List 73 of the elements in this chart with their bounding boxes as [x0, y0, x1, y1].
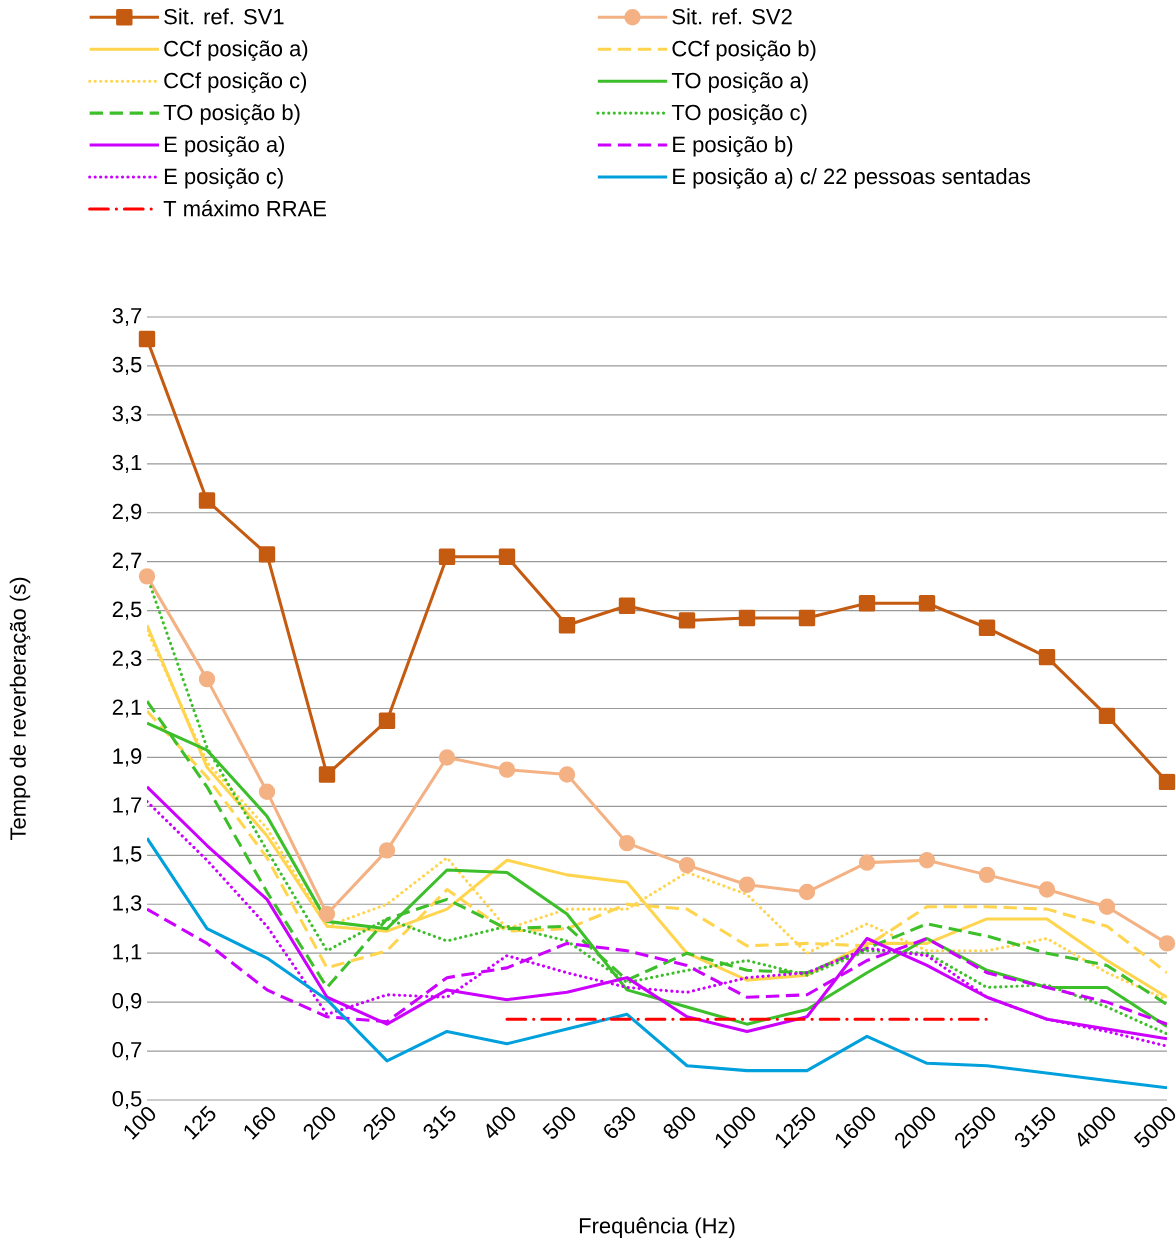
point — [258, 783, 276, 800]
y-tick-label: 1,7 — [113, 797, 142, 816]
y-tick-label: 0,9 — [112, 993, 142, 1012]
point — [738, 876, 756, 893]
x-tick-label: 250 — [363, 1106, 396, 1141]
legend-label: CCf posição a) — [164, 40, 308, 61]
legend-label: T máximo RRAE — [163, 199, 326, 217]
point — [918, 595, 936, 612]
y-axis-title: Tempo de reverberação (s) — [9, 577, 31, 841]
y-tick-label: 1,3 — [113, 895, 142, 914]
point — [198, 492, 216, 509]
point — [858, 595, 876, 612]
y-tick-label: 2,1 — [112, 699, 142, 718]
y-tick-label: 0,7 — [112, 1041, 142, 1061]
point — [678, 612, 696, 629]
point — [378, 842, 396, 859]
y-tick-label: 3,5 — [112, 356, 142, 376]
x-tick-label: 630 — [604, 1106, 636, 1139]
point — [318, 766, 336, 783]
y-tick-label: 2,7 — [112, 552, 142, 571]
x-tick-label: 500 — [542, 1106, 576, 1139]
point — [258, 546, 276, 563]
legend-label: E posição b) — [673, 136, 793, 157]
y-tick-label: 1,1 — [113, 944, 142, 963]
legend-label: TO posição c) — [671, 104, 807, 125]
y-tick-label: 3,7 — [112, 307, 142, 327]
legend-label: E posição a) — [164, 136, 285, 157]
point — [678, 856, 696, 874]
y-tick-label: 1,5 — [113, 846, 142, 865]
x-tick-label: 160 — [244, 1106, 276, 1140]
x-axis-title: Frequência (Hz) — [579, 1217, 735, 1238]
point — [858, 854, 876, 871]
legend-label: E posição a) c/ 22 pessoas sentadas — [673, 168, 1031, 189]
point — [1038, 648, 1056, 666]
y-tick-label: 2,5 — [112, 601, 142, 620]
legend-label: Sit. ref. SV1 — [164, 8, 284, 25]
point — [438, 548, 456, 565]
x-tick-label: 200 — [303, 1106, 336, 1141]
point — [498, 761, 516, 778]
point — [378, 712, 396, 729]
x-tick-label: 125 — [184, 1105, 216, 1140]
point — [498, 548, 516, 565]
point — [198, 670, 216, 688]
point — [558, 617, 576, 634]
point — [618, 597, 636, 614]
x-tick-label: 800 — [663, 1106, 696, 1139]
point — [978, 619, 996, 636]
point — [918, 852, 936, 869]
point — [618, 834, 636, 852]
y-tick-label: 1,9 — [113, 748, 142, 767]
point — [798, 609, 816, 627]
y-tick-label: 2,3 — [112, 650, 142, 669]
x-tick-label: 400 — [486, 1106, 516, 1139]
point — [558, 766, 576, 783]
point — [978, 866, 996, 884]
legend-label: Sit. ref. SV2 — [672, 8, 792, 25]
point — [1098, 898, 1116, 915]
y-tick-label: 3,3 — [112, 405, 142, 424]
point — [1038, 881, 1056, 898]
x-tick-label: 315 — [423, 1105, 456, 1139]
point — [738, 609, 756, 627]
legend-label: CCf posição c) — [164, 72, 307, 93]
y-tick-label: 2,9 — [112, 503, 142, 522]
point — [138, 330, 156, 348]
legend-label: E posição c) — [164, 168, 283, 189]
point — [1098, 707, 1116, 725]
y-tick-label: 3,1 — [112, 454, 142, 473]
point — [318, 905, 336, 923]
legend-label: TO posição b) — [163, 104, 300, 125]
point — [438, 749, 456, 766]
legend-label: TO posição a) — [671, 72, 808, 93]
legend-label: CCf posição b) — [672, 40, 816, 61]
point — [798, 883, 816, 901]
